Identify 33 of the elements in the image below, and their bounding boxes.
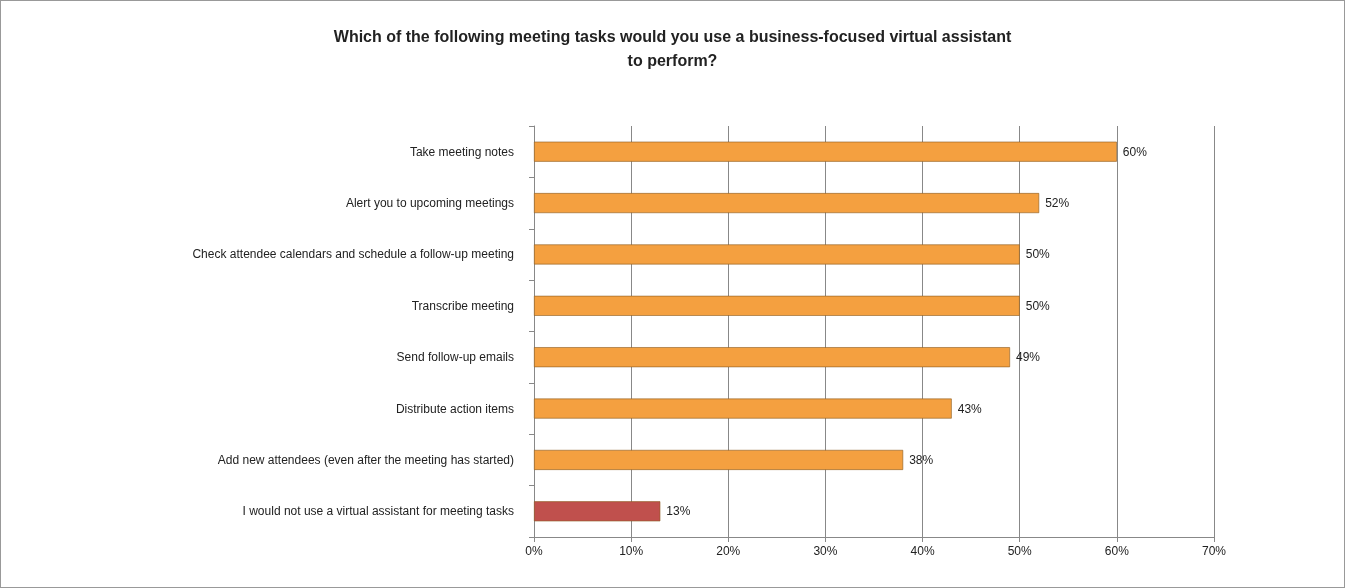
bar (534, 398, 952, 419)
x-tick-label: 10% (619, 544, 644, 558)
bar (534, 193, 1040, 214)
x-tick-label: 20% (716, 544, 741, 558)
x-tick-label: 30% (813, 544, 838, 558)
bar (534, 449, 904, 470)
bar (534, 141, 1117, 162)
x-tick-label: 0% (525, 544, 543, 558)
y-tick-label: Distribute action items (395, 401, 514, 416)
chart-title: Which of the following meeting tasks would you use a business-focused virtual assistant to perform? (333, 27, 1012, 69)
x-tick-label: 60% (1104, 544, 1130, 558)
y-tick-label: Check attendee calendars and schedule a follow-up meeting (192, 247, 514, 262)
data-label: 50% (1025, 298, 1051, 313)
data-label: 50% (1025, 247, 1051, 262)
bar (534, 347, 1010, 368)
bar (534, 295, 1020, 316)
data-label: 43% (957, 401, 983, 416)
data-label: 52% (1045, 196, 1070, 211)
y-tick-label: Take meeting notes (409, 144, 514, 159)
data-label: 49% (1016, 350, 1041, 365)
x-tick-label: 40% (910, 544, 935, 558)
y-tick-label: Alert you to upcoming meetings (345, 196, 514, 211)
bar (534, 501, 661, 522)
x-tick-label: 70% (1201, 544, 1227, 558)
y-tick-label: Transcribe meeting (411, 298, 514, 313)
data-label: 38% (909, 452, 934, 467)
bar (534, 244, 1020, 265)
y-tick-label: Send follow-up emails (396, 350, 514, 365)
data-label: 60% (1122, 144, 1148, 159)
x-tick-label: 50% (1007, 544, 1033, 558)
data-label: 13% (666, 504, 691, 519)
y-tick-label: I would not use a virtual assistant for meeting tasks (242, 504, 514, 519)
y-tick-label: Add new attendees (even after the meeting has started) (217, 452, 514, 467)
